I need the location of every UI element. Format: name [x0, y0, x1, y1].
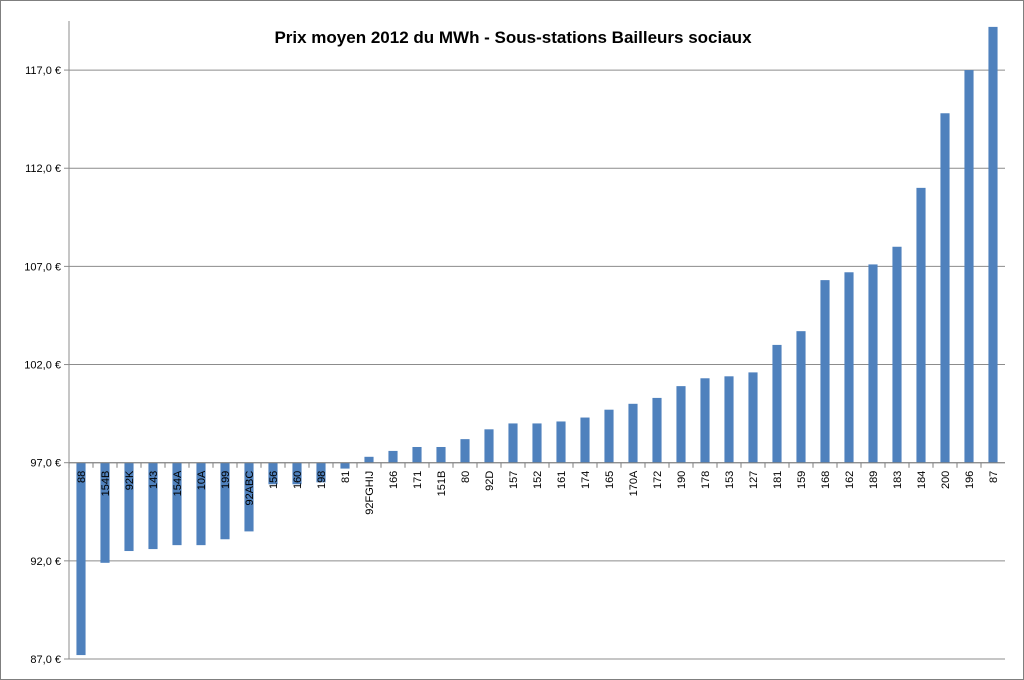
- x-category-label: 170A: [628, 470, 640, 496]
- bar: [100, 462, 110, 563]
- x-category-label: 127: [748, 471, 760, 489]
- x-category-label: 161: [556, 471, 568, 489]
- bar: [508, 423, 518, 463]
- x-category-label: 159: [796, 471, 808, 489]
- bar: [844, 272, 854, 463]
- x-category-label: 190: [676, 471, 688, 489]
- x-category-label: 156: [268, 471, 280, 489]
- bar: [436, 446, 446, 463]
- y-tick-label: 102,0 €: [24, 360, 61, 372]
- chart-title: Prix moyen 2012 du MWh - Sous-stations B…: [274, 28, 752, 47]
- y-tick-label: 87,0 €: [30, 654, 61, 666]
- bar: [916, 187, 926, 463]
- x-category-label: 10A: [196, 470, 208, 490]
- x-category-label: 92ABC: [244, 471, 256, 506]
- x-category-label: 168: [820, 471, 832, 489]
- x-category-label: 200: [940, 471, 952, 489]
- x-category-label: 154B: [100, 471, 112, 497]
- x-category-label: 174: [580, 471, 592, 489]
- bar: [964, 70, 974, 463]
- bar: [988, 26, 998, 463]
- y-tick-label: 107,0 €: [24, 261, 61, 273]
- bar: [892, 246, 902, 463]
- x-category-label: 181: [772, 471, 784, 489]
- x-category-label: 92FGHIJ: [364, 471, 376, 515]
- y-tick-label: 97,0 €: [30, 458, 61, 470]
- bar: [820, 280, 830, 463]
- x-category-label: 92K: [124, 470, 136, 490]
- x-category-label: 151B: [436, 471, 448, 497]
- x-category-label: 172: [652, 471, 664, 489]
- bar: [268, 462, 278, 485]
- x-category-label: 92D: [484, 471, 496, 491]
- y-tick-label: 112,0 €: [25, 163, 61, 175]
- bar: [604, 409, 614, 463]
- bar: [220, 462, 230, 540]
- bar: [196, 462, 206, 546]
- bar: [292, 462, 302, 485]
- x-category-label: 165: [604, 471, 616, 489]
- bar: [76, 462, 86, 656]
- x-axis-category-labels: 88 154B 92K 143 154A 10A 199 92ABC 156 160 198 81 92…: [76, 470, 1000, 515]
- bar: [412, 446, 422, 463]
- bar: [484, 429, 494, 463]
- x-category-label: 184: [916, 471, 928, 489]
- y-axis-ticks: 87,0 € 92,0 € 97,0 € 102,0 € 107,0 € 112,0 € 1…: [24, 65, 69, 666]
- bar: [556, 421, 566, 463]
- bar: [748, 372, 758, 463]
- bar: [580, 417, 590, 463]
- x-category-label: 162: [844, 471, 856, 489]
- bar: [796, 331, 806, 463]
- bar: [244, 462, 254, 532]
- bar: [340, 462, 350, 469]
- x-category-label: 166: [388, 471, 400, 489]
- bar: [172, 462, 182, 546]
- y-tick-label: 117,0 €: [25, 65, 61, 77]
- x-category-label: 152: [532, 471, 544, 489]
- x-category-label: 160: [292, 471, 304, 489]
- x-category-label: 199: [220, 471, 232, 489]
- x-category-label: 196: [964, 471, 976, 489]
- bar: [532, 423, 542, 463]
- x-category-label: 154A: [172, 470, 184, 496]
- x-category-label: 143: [148, 471, 160, 489]
- x-category-label: 153: [724, 471, 736, 489]
- bar: [460, 439, 470, 463]
- axes: [68, 21, 1005, 660]
- x-category-label: 81: [340, 471, 352, 483]
- x-category-label: 198: [316, 471, 328, 489]
- bar: [124, 462, 134, 552]
- x-category-label: 87: [988, 471, 1000, 483]
- bar: [628, 403, 638, 463]
- x-category-label: 178: [700, 471, 712, 489]
- bar: [676, 386, 686, 463]
- bar: [868, 264, 878, 463]
- gridlines: [69, 69, 1005, 660]
- bar: [700, 378, 710, 463]
- x-category-label: 157: [508, 471, 520, 489]
- x-category-label: 88: [76, 471, 88, 483]
- bar: [388, 450, 398, 463]
- bar: [148, 462, 158, 550]
- x-category-label: 189: [868, 471, 880, 489]
- bar: [940, 113, 950, 463]
- bar: [772, 344, 782, 463]
- y-tick-label: 92,0 €: [30, 556, 61, 568]
- x-category-label: 183: [892, 471, 904, 489]
- bar: [364, 456, 374, 463]
- x-category-label: 80: [460, 471, 472, 483]
- bar: [316, 462, 326, 483]
- bar: [652, 397, 662, 463]
- x-category-label: 171: [412, 471, 424, 489]
- bars: [76, 26, 998, 656]
- bar: [724, 376, 734, 463]
